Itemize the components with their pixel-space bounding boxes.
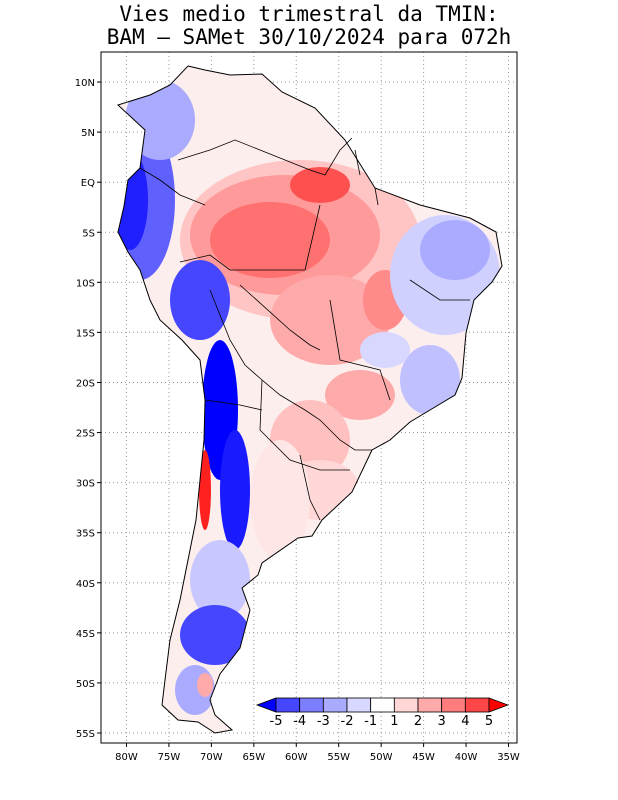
colorbar-label: -5 bbox=[270, 714, 283, 729]
lon-tick-label: 50W bbox=[370, 752, 393, 763]
map-frame bbox=[100, 51, 518, 744]
latitude-ticks: 10N 5N EQ 5S 10S 15S 20S 25S 30S 35S 40S 45S 50S 55S bbox=[75, 78, 101, 740]
lat-tick-label: 55S bbox=[76, 729, 95, 740]
colorbar-arrow-max bbox=[488, 697, 510, 713]
colorbar-segment bbox=[370, 697, 395, 713]
lat-tick-label: 15S bbox=[76, 328, 95, 339]
lat-tick-label: 10S bbox=[76, 278, 95, 289]
lon-tick-label: 35W bbox=[497, 752, 520, 763]
colorbar-segment bbox=[299, 697, 324, 713]
colorbar-label: 5 bbox=[485, 714, 493, 729]
colorbar-label: 3 bbox=[438, 714, 446, 729]
colorbar-segment bbox=[346, 697, 372, 713]
lat-tick-label: 5S bbox=[82, 228, 95, 239]
lat-tick-label: 5N bbox=[81, 128, 95, 139]
colorbar: -5 -4 -3 -2 -1 1 2 3 4 5 bbox=[255, 697, 510, 729]
lat-tick-label: 45S bbox=[76, 629, 95, 640]
lat-tick-label: 35S bbox=[76, 529, 95, 540]
lon-tick-label: 55W bbox=[327, 752, 350, 763]
colorbar-label: 1 bbox=[390, 714, 398, 729]
lat-tick-label: 40S bbox=[76, 579, 95, 590]
lon-tick-label: 45W bbox=[412, 752, 435, 763]
colorbar-segment bbox=[464, 697, 490, 713]
lon-tick-label: 65W bbox=[243, 752, 266, 763]
lat-tick-label: 25S bbox=[76, 429, 95, 440]
colorbar-segment bbox=[393, 697, 419, 713]
lon-tick-label: 80W bbox=[115, 752, 138, 763]
colorbar-label: -2 bbox=[341, 714, 354, 729]
colorbar-label: 4 bbox=[461, 714, 469, 729]
map-title-line-2: BAM – SAMet 30/10/2024 para 072h bbox=[106, 25, 512, 49]
colorbar-label: -4 bbox=[293, 714, 306, 729]
lon-tick-label: 40W bbox=[455, 752, 478, 763]
colorbar-segment bbox=[417, 697, 443, 713]
lat-tick-label: 30S bbox=[76, 479, 95, 490]
lon-tick-label: 60W bbox=[285, 752, 308, 763]
colorbar-segment bbox=[275, 697, 301, 713]
colorbar-label: 2 bbox=[414, 714, 422, 729]
colorbar-label: -1 bbox=[364, 714, 377, 729]
colorbar-label: -3 bbox=[317, 714, 330, 729]
lat-tick-label: 50S bbox=[76, 679, 95, 690]
coastline bbox=[117, 65, 503, 734]
lat-tick-label: 10N bbox=[75, 78, 95, 89]
country-borders bbox=[139, 137, 470, 521]
colorbar-segment bbox=[441, 697, 466, 713]
lat-tick-label: EQ bbox=[81, 178, 95, 189]
lon-tick-label: 70W bbox=[200, 752, 223, 763]
longitude-ticks: 80W 75W 70W 65W 60W 55W 50W 45W 40W 35W bbox=[115, 743, 520, 763]
colorbar-segment bbox=[322, 697, 348, 713]
lon-tick-label: 75W bbox=[158, 752, 181, 763]
map-title-line-1: Vies medio trimestral da TMIN: bbox=[119, 2, 499, 26]
lat-tick-label: 20S bbox=[76, 378, 95, 389]
